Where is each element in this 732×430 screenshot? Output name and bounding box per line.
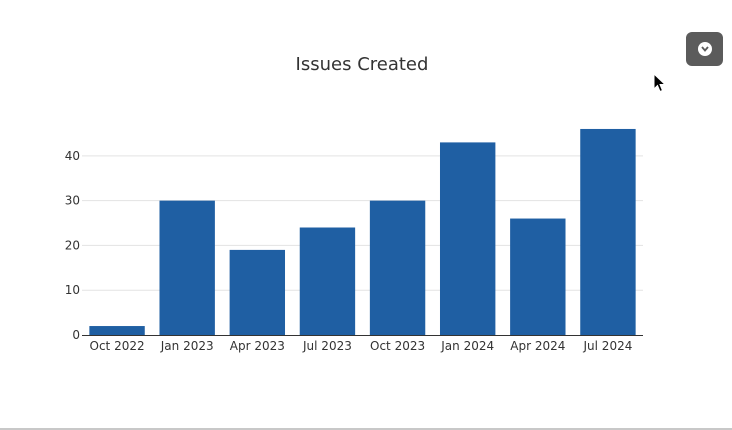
- bar[interactable]: [580, 128, 636, 335]
- y-tick-label: 0: [72, 328, 80, 342]
- bar[interactable]: [439, 142, 496, 335]
- y-tick-label: 30: [65, 194, 80, 208]
- y-tick-label: 20: [65, 238, 80, 252]
- bar[interactable]: [229, 249, 286, 335]
- x-tick-label: Apr 2023: [230, 339, 285, 353]
- chart-menu-button[interactable]: [686, 32, 723, 66]
- y-tick-label: 10: [65, 283, 80, 297]
- bar[interactable]: [89, 326, 145, 335]
- bar[interactable]: [299, 227, 356, 336]
- x-tick-label: Jan 2024: [440, 339, 494, 353]
- mouse-cursor-icon: [653, 73, 667, 93]
- chart-bars: [89, 128, 636, 336]
- x-tick-label: Jul 2023: [302, 339, 352, 353]
- bar[interactable]: [369, 200, 426, 335]
- chart-title: Issues Created: [296, 54, 429, 75]
- x-tick-label: Oct 2023: [370, 339, 425, 353]
- page-divider: [0, 428, 732, 430]
- x-tick-label: Jul 2024: [583, 339, 633, 353]
- y-tick-label: 40: [65, 149, 80, 163]
- x-axis-ticks: Oct 2022 Jan 2023 Apr 2023 Jul 2023 Oct 2023…: [90, 339, 633, 353]
- bar[interactable]: [159, 200, 215, 335]
- x-tick-label: Apr 2024: [510, 339, 565, 353]
- x-tick-label: Oct 2022: [90, 339, 145, 353]
- x-tick-label: Jan 2023: [160, 339, 214, 353]
- chevron-down-icon: [697, 42, 712, 56]
- y-axis-ticks: 0 10 20 30 40: [65, 149, 80, 342]
- bar[interactable]: [510, 218, 566, 335]
